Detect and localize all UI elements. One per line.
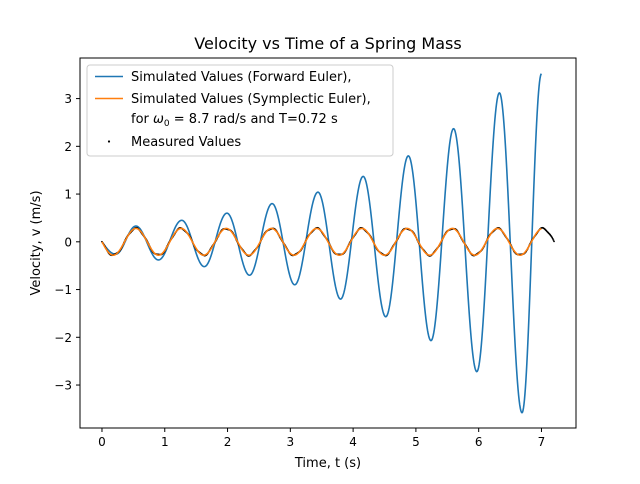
- x-tick-label: 0: [98, 435, 106, 449]
- legend: Simulated Values (Forward Euler), Simula…: [86, 64, 394, 157]
- x-tick-label: 5: [412, 435, 420, 449]
- legend-frame: [86, 64, 394, 157]
- x-tick-label: 2: [224, 435, 232, 449]
- legend-param-prefix: for: [131, 112, 153, 127]
- x-tick-label: 7: [538, 435, 546, 449]
- legend-label-symplectic-euler: Simulated Values (Symplectic Euler),: [131, 92, 371, 107]
- legend-label-measured: Measured Values: [131, 135, 241, 150]
- x-axis-label: Time, t (s): [294, 456, 361, 471]
- plot-frame: [79, 57, 577, 429]
- measured-point: [553, 240, 555, 243]
- y-tick-label: 0: [64, 235, 72, 249]
- y-tick-label: −1: [54, 283, 72, 297]
- y-tick-label: −2: [54, 331, 72, 345]
- y-tick-label: 3: [64, 92, 72, 106]
- legend-param-omega: ω: [153, 112, 164, 127]
- series-forward-euler-line: [101, 73, 543, 414]
- x-tick-label: 1: [161, 435, 169, 449]
- axes-layer: 0 1 2 3 4 5 6 7 −3 −2 −1 0 1 2 3: [54, 57, 577, 449]
- y-axis-label: Velocity, v (m/s): [29, 190, 44, 295]
- measured-point: [552, 239, 555, 241]
- legend-param-omega-subscript: 0: [164, 119, 170, 129]
- y-tick-label: 1: [64, 188, 72, 202]
- legend-label-forward-euler: Simulated Values (Forward Euler),: [131, 70, 352, 85]
- legend-label-parameters: for ω0 = 8.7 rad/s and T=0.72 s: [131, 112, 338, 129]
- x-tick-label: 3: [287, 435, 295, 449]
- x-tick-label: 6: [475, 435, 483, 449]
- chart-title: Velocity vs Time of a Spring Mass: [194, 34, 461, 53]
- x-tick-label: 4: [349, 435, 357, 449]
- plot-data-layer: [101, 73, 555, 414]
- legend-param-rest: = 8.7 rad/s and T=0.72 s: [170, 112, 338, 127]
- y-tick-label: −3: [54, 379, 72, 393]
- legend-swatch-measured: [107, 140, 111, 143]
- y-tick-label: 2: [64, 140, 72, 154]
- series-symplectic-euler-line: [101, 227, 542, 256]
